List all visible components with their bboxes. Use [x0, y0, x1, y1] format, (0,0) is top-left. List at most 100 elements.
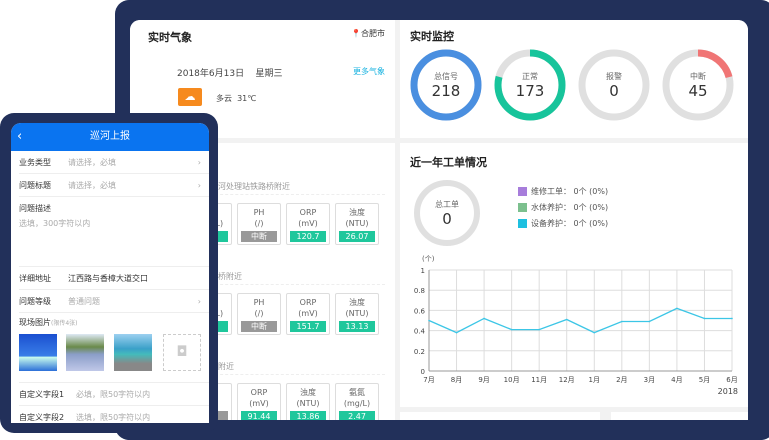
business-type-field[interactable]: 业务类型 请选择，必填 › — [19, 151, 209, 174]
ring-label: 中断 — [690, 72, 706, 81]
monitor-ring-1[interactable]: 正常 173 — [494, 49, 566, 121]
sensor-card[interactable]: ORP (mV) 120.7 — [286, 203, 330, 245]
y-tick-label: 0.4 — [414, 328, 426, 336]
data-point — [428, 319, 430, 322]
weather-temp: 31℃ — [237, 94, 257, 103]
monitor-title: 实时监控 — [410, 30, 454, 43]
photo-thumbnail[interactable] — [19, 334, 57, 371]
x-tick-label: 3月 — [644, 376, 655, 384]
weather-date: 2018年6月13日 — [177, 69, 245, 79]
bottom-panel-left — [400, 412, 600, 420]
sensor-unit: (NTU) — [345, 219, 369, 228]
field-label: 问题等级 — [19, 297, 51, 306]
sensor-name: ORP — [299, 298, 317, 307]
field-label: 问题标题 — [19, 181, 51, 190]
data-point — [731, 317, 733, 320]
legend-swatch — [518, 219, 527, 228]
issue-level-field[interactable]: 问题等级 普通问题 › — [19, 290, 209, 313]
x-tick-label: 4月 — [671, 376, 682, 384]
y-tick-label: 0.6 — [414, 307, 426, 315]
workorder-panel: 近一年工单情况 总工单 0 维修工单： 0个 (0%) 水体养护： 0个 (0%)… — [400, 143, 748, 407]
address-value: 江西路与香樟大道交口 — [68, 274, 148, 283]
sensor-value: 120.7 — [290, 231, 326, 242]
y-tick-label: 0.2 — [414, 348, 425, 356]
photo-thumbnail[interactable] — [66, 334, 104, 371]
city-selector[interactable]: 📍合肥市 — [351, 28, 385, 39]
weather-weekday: 星期三 — [255, 69, 283, 79]
address-field[interactable]: 详细地址 江西路与香樟大道交口 — [19, 267, 209, 290]
chevron-right-icon: › — [197, 158, 201, 167]
sensor-card[interactable]: 氨氮 (mg/L) 2.47 — [335, 383, 379, 420]
phone-screen: ‹ 巡河上报 业务类型 请选择，必填 › 问题标题 请选择，必填 › 问题描述 选填，3… — [11, 123, 209, 423]
issue-title-field[interactable]: 问题标题 请选择，必填 › — [19, 174, 209, 197]
level-value: 普通问题 — [68, 297, 100, 306]
data-point — [676, 307, 678, 310]
more-weather-link[interactable]: 更多气象 — [353, 67, 385, 76]
monitor-ring-0[interactable]: 总信号 218 — [410, 49, 482, 121]
divider — [210, 374, 385, 375]
sensor-card[interactable]: ORP (mV) 151.7 — [286, 293, 330, 335]
custom-field-1[interactable]: 自定义字段1 必填，限50字符以内 — [19, 383, 209, 406]
total-workorder-ring: 总工单 0 — [414, 180, 480, 246]
sensor-name: PH — [253, 208, 265, 217]
sensor-card[interactable]: 浊度 (NTU) 26.07 — [335, 203, 379, 245]
station-name: 河处理站铁路桥附近 — [218, 182, 290, 191]
sensor-unit: (NTU) — [345, 309, 369, 318]
monitor-ring-3[interactable]: 中断 45 — [662, 49, 734, 121]
sensor-card[interactable]: ORP (mV) 91.44 — [237, 383, 281, 420]
sensor-value: 13.13 — [339, 321, 375, 332]
x-axis-year: 2018 — [718, 387, 738, 396]
series-line — [428, 307, 732, 334]
sensor-card[interactable]: 浊度 (NTU) 13.13 — [335, 293, 379, 335]
ring-value: 218 — [431, 82, 461, 100]
legend-swatch — [518, 187, 527, 196]
sensor-unit: (mg/L) — [343, 399, 371, 408]
field-placeholder: 请选择，必填 — [68, 158, 116, 167]
x-tick-label: 10月 — [504, 376, 520, 384]
sensor-unit: (/) — [254, 309, 264, 318]
x-tick-label: 1月 — [589, 376, 600, 384]
divider — [210, 284, 385, 285]
sensor-card[interactable]: PH (/) 中断 — [237, 293, 281, 335]
dashboard-screen: 实时气象 📍合肥市 2018年6月13日 星期三 更多气象 ☁ 多云 31℃ 实… — [130, 20, 748, 420]
partly-cloudy-icon: ☁ — [178, 88, 202, 106]
x-tick-label: 8月 — [451, 376, 462, 384]
sensor-card[interactable]: 浊度 (NTU) 13.86 — [286, 383, 330, 420]
sensor-value: 2.47 — [339, 411, 375, 420]
sensor-name: 浊度 — [300, 388, 316, 397]
x-tick-label: 6月 — [726, 376, 737, 384]
field-label: 自定义字段1 — [19, 390, 65, 399]
add-photo-camera-icon[interactable]: ◘ — [163, 334, 201, 371]
sensor-name: 浊度 — [349, 298, 365, 307]
weather-title: 实时气象 — [148, 31, 192, 44]
workorder-title: 近一年工单情况 — [410, 156, 487, 169]
legend-item: 水体养护： 0个 (0%) — [518, 202, 608, 213]
ring-label: 报警 — [606, 72, 622, 81]
sensor-name: ORP — [299, 208, 317, 217]
x-tick-label: 11月 — [531, 376, 547, 384]
ring-label: 正常 — [522, 72, 538, 81]
monitor-ring-2[interactable]: 报警 0 — [578, 49, 650, 121]
back-arrow-icon[interactable]: ‹ — [17, 129, 23, 144]
photo-thumbnail[interactable] — [114, 334, 152, 371]
chevron-right-icon: › — [197, 297, 201, 306]
station-name: 附近 — [218, 362, 234, 371]
sensor-card[interactable]: PH (/) 中断 — [237, 203, 281, 245]
city-name: 合肥市 — [361, 29, 385, 38]
custom-field-2[interactable]: 自定义字段2 选填，限50字符以内 — [19, 406, 209, 423]
sensor-unit: (mV) — [298, 309, 318, 318]
legend-item: 设备养护： 0个 (0%) — [518, 218, 608, 229]
total-workorder-label: 总工单 — [435, 200, 459, 209]
data-point — [593, 331, 596, 334]
weather-condition: 多云 — [216, 94, 232, 103]
sensor-unit: (mV) — [249, 399, 269, 408]
legend-swatch — [518, 203, 527, 212]
divider — [210, 194, 385, 195]
sensor-value: 中断 — [241, 321, 277, 332]
sensor-value: 26.07 — [339, 231, 375, 242]
field-label: 自定义字段2 — [19, 413, 65, 422]
field-label: 详细地址 — [19, 274, 51, 283]
y-tick-label: 0 — [421, 368, 425, 376]
field-placeholder: 必填，限50字符以内 — [76, 390, 151, 399]
issue-description-field[interactable]: 问题描述 选填，300字符以内 — [19, 197, 209, 267]
